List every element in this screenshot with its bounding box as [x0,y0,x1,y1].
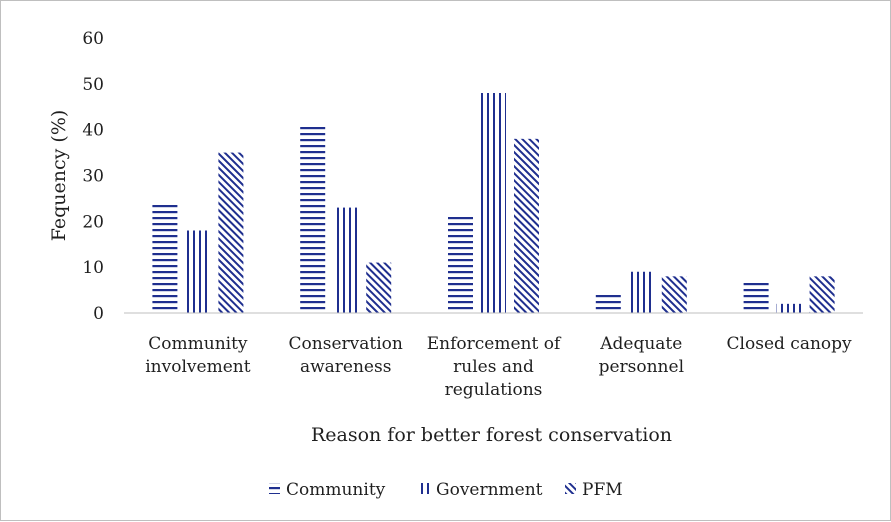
x-category-label: Enforcement of rules and regulations [427,334,562,400]
y-tick-label: 40 [82,121,104,141]
x-axis-title: Reason for better forest conservation [311,424,672,446]
x-axis-categories: Community involvement Conservation awarenes… [145,334,852,400]
y-tick-label: 60 [82,29,104,49]
bar-government-0 [185,230,211,313]
y-tick-label: 30 [82,167,104,187]
bar-community-2 [448,216,473,313]
x-category-line: Conservation [289,334,403,354]
y-tick-label: 20 [82,212,104,232]
y-tick-label: 50 [82,75,104,95]
bar-community-4 [743,280,769,313]
x-category-label: Community involvement [145,334,250,377]
x-category-line: rules and [453,357,534,377]
x-category-label: Closed canopy [727,334,852,354]
bar-pfm-3 [661,276,687,313]
x-category-line: awareness [300,357,391,377]
x-category-line: Closed canopy [727,334,852,354]
legend-swatch-pfm [565,483,576,494]
legend: Community Government PFM [269,480,623,500]
bar-pfm-0 [218,152,244,313]
bar-government-3 [628,271,654,313]
bar-government-2 [481,93,506,313]
y-axis-ticks: 0 10 20 30 40 50 60 [82,29,104,324]
legend-swatch-government [419,483,430,494]
x-category-line: personnel [599,357,684,377]
bars-group [152,93,835,313]
y-tick-label: 0 [93,304,104,324]
bar-community-1 [300,125,326,313]
legend-label-community: Community [286,480,386,500]
x-category-line: Enforcement of [427,334,562,354]
x-category-line: Community [148,334,248,354]
bar-community-3 [595,294,621,313]
y-axis-title: Fequency (%) [48,110,70,242]
x-category-line: involvement [145,357,250,377]
y-tick-label: 10 [82,258,104,278]
bar-government-4 [776,303,802,313]
legend-label-pfm: PFM [582,480,623,500]
x-category-label: Adequate personnel [599,334,684,377]
bar-pfm-1 [366,262,392,313]
x-category-line: regulations [445,380,543,400]
bar-pfm-4 [809,276,835,313]
bar-pfm-2 [514,138,539,313]
bar-community-0 [152,203,178,313]
x-category-label: Conservation awareness [289,334,403,377]
legend-swatch-community [269,483,280,494]
legend-label-government: Government [436,480,543,500]
x-category-line: Adequate [599,334,682,354]
bar-government-1 [333,207,359,313]
